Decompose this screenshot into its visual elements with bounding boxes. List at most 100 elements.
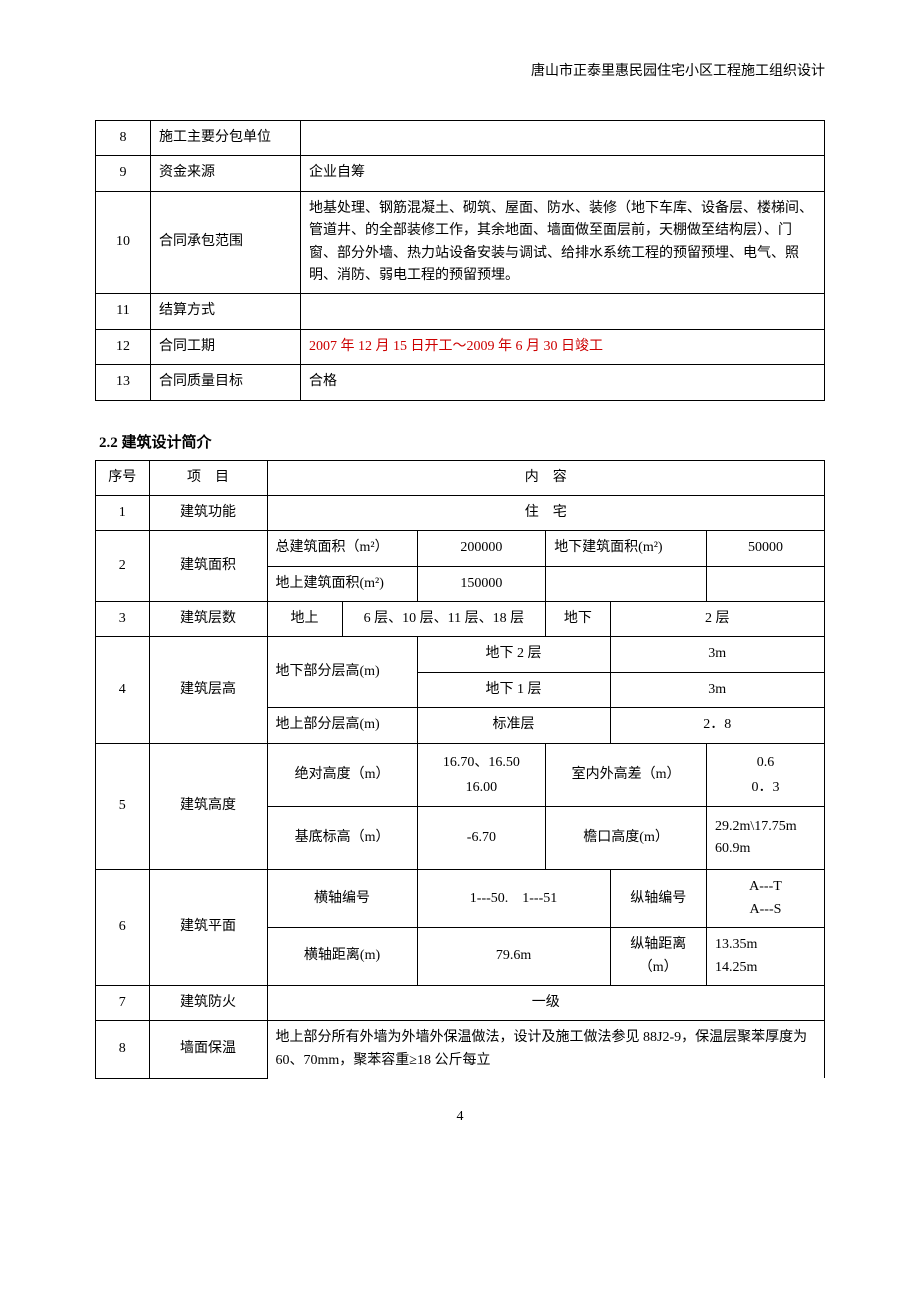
cell: 绝对高度（m） xyxy=(267,743,417,806)
col-content-header: 内 容 xyxy=(267,460,825,495)
table-row: 5 建筑高度 绝对高度（m） 16.70、16.50 16.00 室内外高差（m… xyxy=(96,743,825,806)
cell: A---T A---S xyxy=(706,870,824,928)
cell: 16.70、16.50 16.00 xyxy=(417,743,546,806)
page-header: 唐山市正泰里惠民园住宅小区工程施工组织设计 xyxy=(95,60,825,80)
cell: 地下 2 层 xyxy=(417,637,610,672)
cell: 一级 xyxy=(267,985,825,1020)
table-row: 8 墙面保温 地上部分所有外墙为外墙外保温做法，设计及施工做法参见 88J2-9… xyxy=(96,1021,825,1078)
table-header-row: 序号 项 目 内 容 xyxy=(96,460,825,495)
cell: 建筑平面 xyxy=(149,870,267,986)
cell xyxy=(546,566,707,601)
cell: 总建筑面积（m²） xyxy=(267,531,417,566)
cell: 8 xyxy=(96,1021,150,1078)
cell: 墙面保温 xyxy=(149,1021,267,1078)
row-label: 施工主要分包单位 xyxy=(151,121,301,156)
cell: 地上 xyxy=(267,602,342,637)
table-row: 10 合同承包范围 地基处理、钢筋混凝土、砌筑、屋面、防水、装修（地下车库、设备… xyxy=(96,191,825,294)
document-page: 唐山市正泰里惠民园住宅小区工程施工组织设计 8 施工主要分包单位 9 资金来源 … xyxy=(0,0,920,1165)
cell: 横轴距离(m) xyxy=(267,928,417,986)
row-value: 合格 xyxy=(301,365,825,400)
cell: 地上建筑面积(m²) xyxy=(267,566,417,601)
cell: 150000 xyxy=(417,566,546,601)
cell: 2 层 xyxy=(610,602,825,637)
design-info-table: 序号 项 目 内 容 1 建筑功能 住 宅 2 建筑面积 总建筑面积（m²） 2… xyxy=(95,460,825,1079)
cell: 4 xyxy=(96,637,150,743)
cell: 室内外高差（m） xyxy=(546,743,707,806)
cell: 3m xyxy=(610,672,825,707)
cell: 地下 xyxy=(546,602,610,637)
table-row: 7 建筑防火 一级 xyxy=(96,985,825,1020)
header-title: 唐山市正泰里惠民园住宅小区工程施工组织设计 xyxy=(531,64,825,79)
table-row: 2 建筑面积 总建筑面积（m²） 200000 地下建筑面积(m²) 50000 xyxy=(96,531,825,566)
cell: 3m xyxy=(610,637,825,672)
table-row: 13 合同质量目标 合格 xyxy=(96,365,825,400)
row-value: 2007 年 12 月 15 日开工～2009 年 6 月 30 日竣工 xyxy=(301,329,825,364)
row-label: 合同承包范围 xyxy=(151,191,301,294)
table-row: 12 合同工期 2007 年 12 月 15 日开工～2009 年 6 月 30… xyxy=(96,329,825,364)
cell-text: 16.00 xyxy=(466,780,498,795)
cell: -6.70 xyxy=(417,807,546,870)
row-num: 12 xyxy=(96,329,151,364)
table-row: 6 建筑平面 横轴编号 1---50. 1---51 纵轴编号 A---T A-… xyxy=(96,870,825,928)
row-value xyxy=(301,294,825,329)
cell: 2 xyxy=(96,531,150,602)
cell-text: 0．3 xyxy=(751,780,779,795)
cell: 建筑防火 xyxy=(149,985,267,1020)
cell: 29.2m\17.75m 60.9m xyxy=(706,807,824,870)
cell: 5 xyxy=(96,743,150,870)
cell: 檐口高度(m） xyxy=(546,807,707,870)
table-row: 8 施工主要分包单位 xyxy=(96,121,825,156)
cell: 13.35m 14.25m xyxy=(706,928,824,986)
cell: 地下建筑面积(m²) xyxy=(546,531,707,566)
table-row: 1 建筑功能 住 宅 xyxy=(96,495,825,530)
cell: 1---50. 1---51 xyxy=(417,870,610,928)
row-num: 10 xyxy=(96,191,151,294)
table-row: 4 建筑层高 地下部分层高(m) 地下 2 层 3m xyxy=(96,637,825,672)
cell: 200000 xyxy=(417,531,546,566)
cell: 建筑高度 xyxy=(149,743,267,870)
cell: 标准层 xyxy=(417,708,610,743)
cell: 纵轴编号 xyxy=(610,870,706,928)
cell: 地上部分所有外墙为外墙外保温做法，设计及施工做法参见 88J2-9，保温层聚苯厚… xyxy=(267,1021,825,1078)
row-label: 合同工期 xyxy=(151,329,301,364)
cell xyxy=(706,566,824,601)
row-num: 13 xyxy=(96,365,151,400)
cell: 6 xyxy=(96,870,150,986)
cell-text: 0.6 xyxy=(757,755,775,770)
cell: 6 层、10 层、11 层、18 层 xyxy=(342,602,546,637)
row-label: 结算方式 xyxy=(151,294,301,329)
project-info-table: 8 施工主要分包单位 9 资金来源 企业自筹 10 合同承包范围 地基处理、钢筋… xyxy=(95,120,825,401)
cell: 建筑功能 xyxy=(149,495,267,530)
row-num: 8 xyxy=(96,121,151,156)
row-num: 9 xyxy=(96,156,151,191)
row-label: 合同质量目标 xyxy=(151,365,301,400)
cell: 建筑层数 xyxy=(149,602,267,637)
cell-text: 16.70、16.50 xyxy=(443,755,520,770)
cell: 住 宅 xyxy=(267,495,825,530)
cell: 1 xyxy=(96,495,150,530)
page-number: 4 xyxy=(95,1109,825,1125)
table-row: 11 结算方式 xyxy=(96,294,825,329)
col-num-header: 序号 xyxy=(96,460,150,495)
cell: 基底标高（m） xyxy=(267,807,417,870)
row-value: 地基处理、钢筋混凝土、砌筑、屋面、防水、装修（地下车库、设备层、楼梯间、管道井、… xyxy=(301,191,825,294)
cell: 纵轴距离（m） xyxy=(610,928,706,986)
cell: 2．8 xyxy=(610,708,825,743)
row-value: 企业自筹 xyxy=(301,156,825,191)
cell: 横轴编号 xyxy=(267,870,417,928)
col-item-header: 项 目 xyxy=(149,460,267,495)
cell: 0.6 0．3 xyxy=(706,743,824,806)
cell: 79.6m xyxy=(417,928,610,986)
cell: 建筑层高 xyxy=(149,637,267,743)
row-label: 资金来源 xyxy=(151,156,301,191)
row-num: 11 xyxy=(96,294,151,329)
table-row: 3 建筑层数 地上 6 层、10 层、11 层、18 层 地下 2 层 xyxy=(96,602,825,637)
cell: 50000 xyxy=(706,531,824,566)
cell: 地下 1 层 xyxy=(417,672,610,707)
cell: 7 xyxy=(96,985,150,1020)
row-value xyxy=(301,121,825,156)
section-heading: 2.2 建筑设计简介 xyxy=(99,431,825,452)
cell: 地下部分层高(m) xyxy=(267,637,417,708)
table-row: 9 资金来源 企业自筹 xyxy=(96,156,825,191)
cell: 3 xyxy=(96,602,150,637)
